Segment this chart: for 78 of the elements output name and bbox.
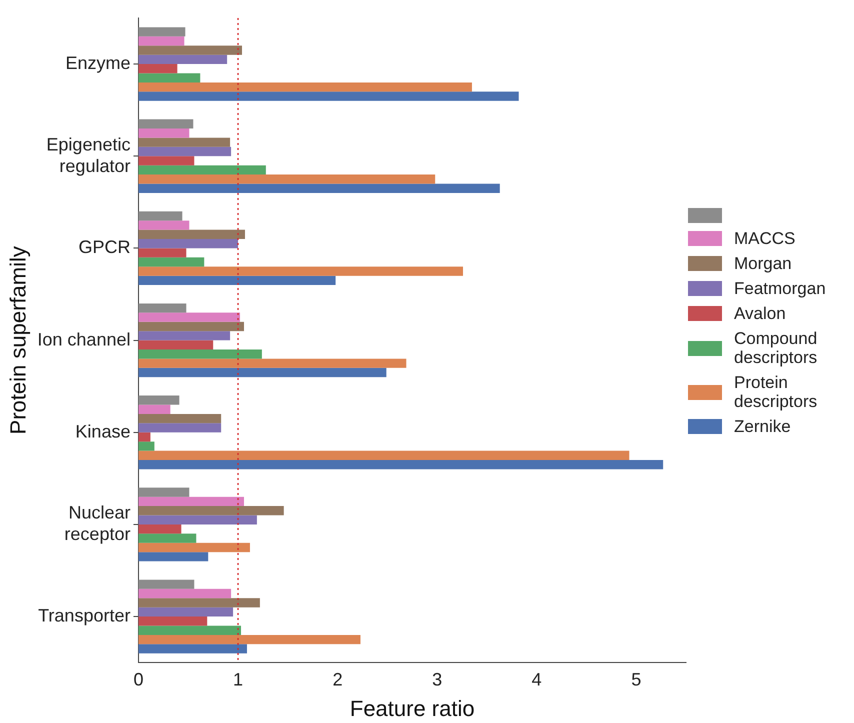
y-axis-title: Protein superfamily — [5, 246, 30, 434]
y-tick-label: Ion channel — [37, 329, 130, 350]
bar — [138, 156, 194, 166]
x-tick-label: 4 — [532, 670, 542, 690]
y-tick-label: Enzyme — [65, 53, 130, 74]
bar — [138, 239, 238, 248]
bar — [138, 534, 196, 543]
bar — [138, 515, 257, 524]
bar — [138, 414, 222, 424]
bar — [138, 312, 240, 322]
x-tick-label: 1 — [233, 670, 244, 690]
bar — [138, 211, 182, 221]
bar — [138, 404, 170, 414]
bar — [138, 146, 232, 156]
bar — [138, 607, 234, 617]
bar — [138, 644, 247, 654]
x-tick-label: 0 — [133, 670, 144, 690]
bar — [138, 331, 230, 340]
bar — [138, 588, 232, 598]
x-tick-label: 3 — [432, 670, 442, 690]
bar — [138, 184, 500, 193]
bar — [138, 128, 190, 138]
legend-label: Compound descriptors — [734, 329, 818, 367]
bar — [138, 396, 180, 405]
y-tick-label: Nuclear receptor — [64, 502, 130, 544]
bar — [138, 36, 184, 46]
bar — [138, 552, 208, 562]
bar — [138, 598, 260, 608]
bar — [138, 303, 186, 313]
legend-label: Zernike — [734, 417, 792, 436]
legend-label: MACCS — [734, 229, 796, 248]
bar — [138, 432, 150, 442]
bar — [138, 165, 266, 175]
bar — [138, 46, 242, 55]
legend-label: Featmorgan — [734, 279, 827, 298]
bar — [138, 276, 336, 286]
bar — [138, 340, 214, 350]
bar — [138, 73, 200, 82]
bar — [138, 442, 154, 451]
bar — [138, 27, 186, 36]
bar — [138, 230, 245, 240]
bar — [138, 524, 182, 534]
bar — [138, 616, 208, 626]
bar — [138, 82, 472, 92]
y-tick-label: GPCR — [78, 237, 130, 258]
bar — [138, 119, 194, 129]
bar — [138, 92, 519, 101]
bar — [138, 542, 250, 552]
y-tick-label: Epigenetic regulator — [46, 134, 130, 176]
legend-label: Protein descriptors — [734, 373, 818, 411]
x-tick-label: 2 — [332, 670, 343, 690]
bar — [138, 220, 190, 230]
bar — [138, 266, 464, 276]
bar — [138, 64, 178, 74]
bar — [138, 248, 186, 258]
bar — [138, 496, 244, 506]
x-tick-label: 5 — [631, 670, 642, 690]
bar — [138, 368, 386, 378]
bar — [138, 358, 406, 368]
bar — [138, 450, 630, 460]
bar — [138, 634, 360, 644]
bar — [138, 174, 436, 184]
bar — [138, 626, 242, 635]
x-axis-title: Feature ratio — [350, 696, 475, 721]
legend-label: Morgan — [734, 254, 793, 273]
legend-label: Avalon — [734, 304, 787, 323]
bar — [138, 322, 244, 332]
bar — [138, 257, 204, 267]
y-tick-label: Kinase — [75, 421, 130, 442]
bar — [138, 423, 222, 432]
bar — [138, 506, 284, 516]
bar — [138, 350, 262, 359]
bar — [138, 488, 190, 497]
bar — [138, 460, 664, 470]
bar — [138, 138, 230, 147]
y-tick-label: Transporter — [38, 606, 130, 626]
bar — [138, 54, 228, 64]
bar — [138, 580, 194, 589]
